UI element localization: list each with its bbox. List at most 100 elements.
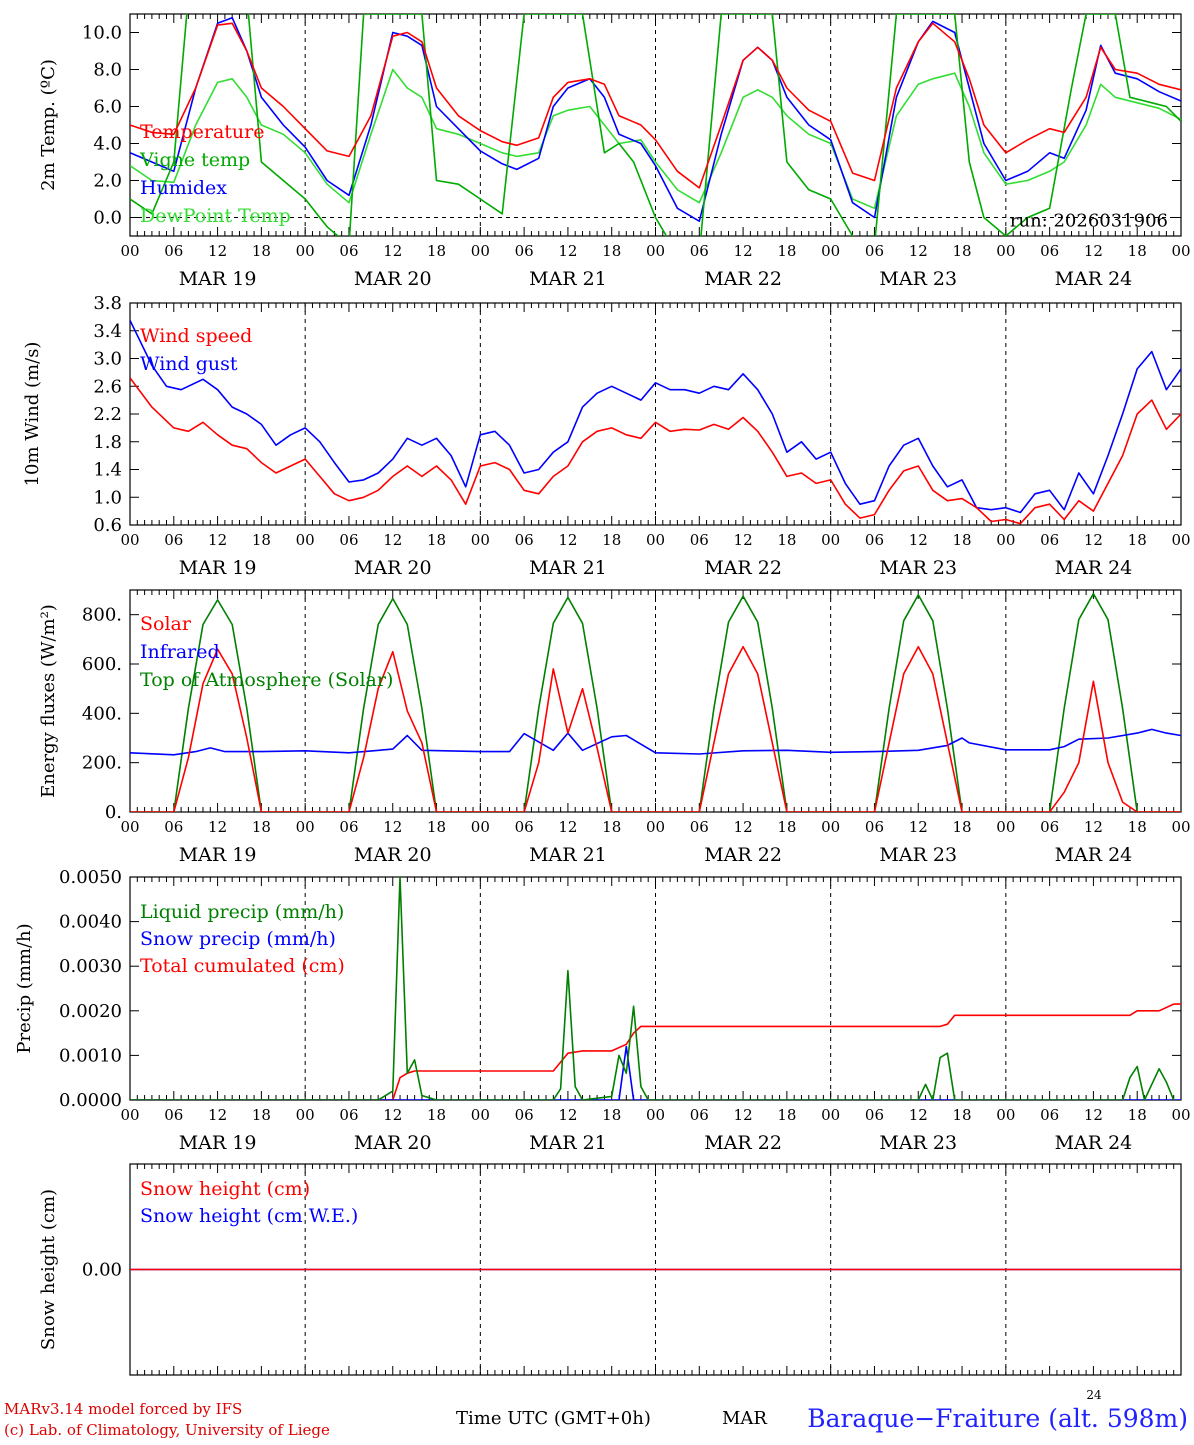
legend-entry: Vigne temp xyxy=(139,149,250,171)
x-day-label: MAR 20 xyxy=(354,557,432,579)
x-tick-label: 12 xyxy=(1084,242,1103,260)
x-day-label: MAR 23 xyxy=(879,268,957,290)
x-tick-label: 06 xyxy=(1040,1106,1059,1124)
x-tick-label: 18 xyxy=(602,531,621,549)
y-tick-label: 2.2 xyxy=(93,404,122,425)
y-tick-label: 1.4 xyxy=(93,460,122,481)
y-tick-label: 0.0040 xyxy=(59,912,122,933)
y-tick-label: 10.0 xyxy=(82,23,122,44)
x-tick-label: 06 xyxy=(865,242,884,260)
x-tick-label: 12 xyxy=(558,818,577,836)
footer-model: MARv3.14 model forced by IFS xyxy=(4,1400,242,1418)
series-group xyxy=(130,14,1181,236)
x-tick-label: 12 xyxy=(734,818,753,836)
x-tick-label: 12 xyxy=(558,531,577,549)
x-tick-label: 00 xyxy=(1171,1106,1190,1124)
x-tick-label: 18 xyxy=(777,242,796,260)
x-tick-label: 18 xyxy=(602,818,621,836)
x-tick-label: 18 xyxy=(952,531,971,549)
x-day-label: MAR 21 xyxy=(529,557,607,579)
y-tick-label: 0.0020 xyxy=(59,1001,122,1022)
x-day-label: MAR 23 xyxy=(879,1132,957,1154)
x-tick-label: 18 xyxy=(252,1106,271,1124)
x-tick-label: 12 xyxy=(1084,818,1103,836)
y-axis-label: Precip (mm/h) xyxy=(14,923,35,1053)
legend-entry: Solar xyxy=(140,613,192,635)
x-day-label: MAR 23 xyxy=(879,844,957,866)
y-tick-label: 0.0030 xyxy=(59,956,122,977)
x-tick-label: 06 xyxy=(515,242,534,260)
x-tick-label: 12 xyxy=(909,818,928,836)
y-tick-label: 0.0000 xyxy=(59,1090,122,1111)
x-day-label: MAR 24 xyxy=(1055,844,1133,866)
series-line-humidex xyxy=(130,16,1181,222)
x-tick-label: 00 xyxy=(996,818,1015,836)
x-tick-label: 12 xyxy=(734,242,753,260)
x-tick-label: 00 xyxy=(821,531,840,549)
x-day-label: MAR 24 xyxy=(1055,268,1133,290)
x-tick-label: 18 xyxy=(427,242,446,260)
footer-superscript: 24 xyxy=(1086,1388,1102,1402)
footer-lab: (c) Lab. of Climatology, University of L… xyxy=(4,1421,330,1439)
x-tick-label: 12 xyxy=(734,531,753,549)
panel-energy: 0. 200. 400. 600. 800. Energy fluxes (W/m²) 00… xyxy=(38,589,1191,866)
x-tick-label: 06 xyxy=(164,242,183,260)
legend-entry: Infrared xyxy=(140,641,220,663)
x-tick-label: 12 xyxy=(558,1106,577,1124)
station-label: Baraque−Fraiture (alt. 598m) xyxy=(807,1404,1188,1433)
x-day-label: MAR 19 xyxy=(179,557,257,579)
panel-wind: 0.6 1.0 1.4 1.8 2.2 2.6 3.0 3.4 3.8 10m Wind (m/s… xyxy=(22,293,1191,579)
y-tick-label: 3.0 xyxy=(93,349,122,370)
x-day-label: MAR 19 xyxy=(179,1132,257,1154)
y-tick-label: 8.0 xyxy=(93,60,122,81)
x-tick-label: 18 xyxy=(952,242,971,260)
x-tick-label: 06 xyxy=(339,242,358,260)
x-tick-label: 12 xyxy=(208,818,227,836)
x-day-label: MAR 22 xyxy=(704,557,782,579)
x-tick-label: 12 xyxy=(383,242,402,260)
x-tick-label: 18 xyxy=(1128,818,1147,836)
x-day-label: MAR 19 xyxy=(179,268,257,290)
x-tick-label: 00 xyxy=(471,531,490,549)
x-tick-label: 18 xyxy=(952,818,971,836)
x-tick-label: 18 xyxy=(1128,531,1147,549)
x-tick-label: 00 xyxy=(646,242,665,260)
x-tick-label: 00 xyxy=(1171,242,1190,260)
x-day-label: MAR 24 xyxy=(1055,557,1133,579)
y-tick-label: 2.6 xyxy=(93,376,122,397)
x-tick-label: 06 xyxy=(515,531,534,549)
x-tick-label: 06 xyxy=(690,1106,709,1124)
x-tick-label: 06 xyxy=(339,818,358,836)
y-tick-label: 400. xyxy=(82,703,122,724)
x-tick-label: 06 xyxy=(164,531,183,549)
x-tick-label: 12 xyxy=(1084,531,1103,549)
x-tick-label: 00 xyxy=(120,531,139,549)
x-tick-label: 18 xyxy=(952,1106,971,1124)
x-tick-label: 00 xyxy=(646,531,665,549)
legend-entry: Snow precip (mm/h) xyxy=(140,928,336,950)
x-tick-label: 06 xyxy=(515,818,534,836)
x-tick-label: 18 xyxy=(252,818,271,836)
x-tick-label: 00 xyxy=(821,242,840,260)
legend-entry: Snow height (cm) xyxy=(140,1178,310,1200)
x-day-label: MAR 24 xyxy=(1055,1132,1133,1154)
y-tick-label: 0.00 xyxy=(82,1260,122,1281)
y-tick-label: 3.4 xyxy=(93,321,122,342)
x-tick-label: 18 xyxy=(1128,242,1147,260)
x-day-label: MAR 19 xyxy=(179,844,257,866)
x-day-label: MAR 20 xyxy=(354,1132,432,1154)
x-tick-label: 00 xyxy=(1171,531,1190,549)
x-tick-label: 18 xyxy=(1128,1106,1147,1124)
x-tick-label: 18 xyxy=(777,1106,796,1124)
x-day-label: MAR 23 xyxy=(879,557,957,579)
y-axis-label: 10m Wind (m/s) xyxy=(22,342,43,487)
x-tick-label: 00 xyxy=(120,1106,139,1124)
x-tick-label: 00 xyxy=(296,1106,315,1124)
y-tick-label: 800. xyxy=(82,605,122,626)
y-tick-label: 600. xyxy=(82,654,122,675)
x-tick-label: 18 xyxy=(252,531,271,549)
x-day-label: MAR 20 xyxy=(354,268,432,290)
footer: MARv3.14 model forced by IFS (c) Lab. of … xyxy=(4,1388,1188,1439)
x-tick-label: 18 xyxy=(777,531,796,549)
x-tick-label: 06 xyxy=(515,1106,534,1124)
